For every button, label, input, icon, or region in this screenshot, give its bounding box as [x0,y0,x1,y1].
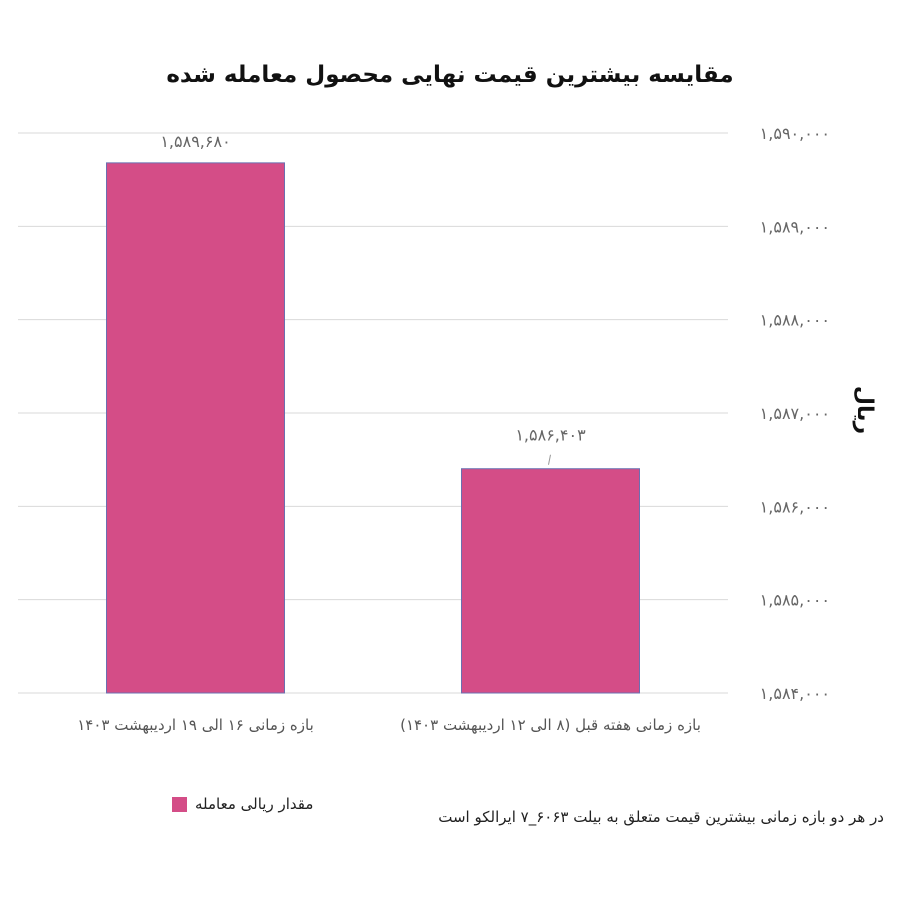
data-label-leader [548,454,551,465]
chart-title: مقایسه بیشترین قیمت نهایی محصول معامله ش… [166,62,734,88]
legend-label: مقدار ریالی معامله [195,795,314,813]
chart-legend: مقدار ریالی معامله [172,795,313,813]
y-tick-label: ۱,۵۸۶,۰۰۰ [760,497,830,516]
legend-swatch [172,796,187,812]
y-tick-label: ۱,۵۸۸,۰۰۰ [760,311,830,330]
y-tick-label: ۱,۵۹۰,۰۰۰ [760,124,830,143]
data-label: ۱,۵۸۶,۴۰۳ [515,426,586,445]
bar [106,162,285,694]
chart-footnote: در هر دو بازه زمانی بیشترین قیمت متعلق ب… [438,808,884,826]
y-axis-title: ریال [852,386,877,434]
y-tick-label: ۱,۵۸۵,۰۰۰ [760,591,830,610]
y-tick-label: ۱,۵۸۴,۰۰۰ [760,684,830,703]
x-tick-label: بازه زمانی هفته قبل (۸ الی ۱۲ اردیبهشت ۱… [400,716,701,734]
bar [461,468,640,694]
data-label: ۱,۵۸۹,۶۸۰ [160,132,230,151]
y-tick-label: ۱,۵۸۷,۰۰۰ [760,404,830,423]
y-tick-label: ۱,۵۸۹,۰۰۰ [760,217,830,236]
x-tick-label: بازه زمانی ۱۶ الی ۱۹ اردیبهشت ۱۴۰۳ [77,716,314,734]
